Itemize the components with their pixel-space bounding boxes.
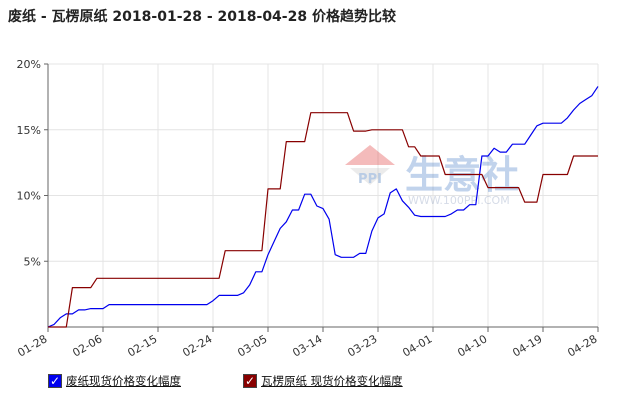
x-tick-label: 04-10: [455, 332, 489, 359]
series-line-corrugated: [48, 112, 598, 328]
grid-lines: [48, 63, 599, 327]
legend-item-paper[interactable]: ✓ 废纸现货价格变化幅度: [48, 372, 181, 390]
y-tick-label: 20%: [17, 58, 41, 71]
x-tick-label: 03-23: [345, 332, 379, 359]
x-tick-label: 01-28: [15, 332, 49, 359]
y-tick-label: 5%: [24, 255, 41, 268]
series-lines: [47, 86, 599, 328]
legend-check-icon[interactable]: ✓: [243, 374, 257, 388]
ppi-logo-icon: PPI: [345, 145, 395, 187]
axes: [44, 63, 599, 332]
chart-title: 废纸 - 瓦楞原纸 2018-01-28 - 2018-04-28 价格趋势比较: [8, 9, 396, 25]
series-line-paper: [47, 86, 599, 328]
x-tick-label: 04-01: [400, 332, 434, 359]
y-tick-label: 15%: [17, 124, 41, 137]
x-tick-labels: 01-28 02-06 02-15 02-24 03-05 03-14 03-23 04-01…: [15, 332, 599, 359]
x-tick-label: 03-14: [290, 332, 324, 359]
legend-check-icon[interactable]: ✓: [48, 374, 62, 388]
x-tick-label: 04-19: [510, 332, 544, 359]
legend-label-corrugated: 瓦楞原纸 现货价格变化幅度: [261, 374, 403, 388]
x-tick-label: 04-28: [565, 332, 599, 359]
x-tick-label: 02-15: [125, 332, 159, 359]
watermark-logo-text: PPI: [358, 172, 382, 187]
legend-label-paper: 废纸现货价格变化幅度: [66, 374, 181, 388]
y-tick-label: 10%: [17, 190, 41, 203]
y-tick-labels: 5% 10% 15% 20%: [17, 58, 41, 268]
x-tick-label: 02-06: [70, 332, 104, 359]
watermark: PPI 生意社 WWW.100PPI.COM: [345, 145, 519, 207]
legend-item-corrugated[interactable]: ✓ 瓦楞原纸 现货价格变化幅度: [243, 372, 403, 390]
x-tick-label: 02-24: [180, 332, 214, 359]
watermark-url: WWW.100PPI.COM: [408, 194, 510, 207]
x-tick-label: 03-05: [235, 332, 269, 359]
